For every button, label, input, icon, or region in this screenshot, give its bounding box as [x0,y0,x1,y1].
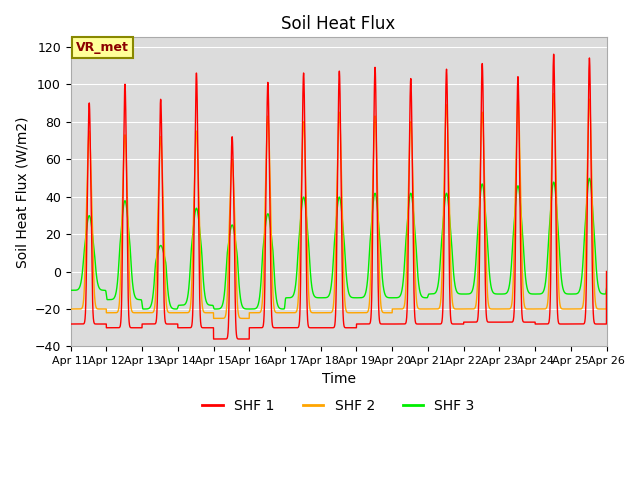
Legend: SHF 1, SHF 2, SHF 3: SHF 1, SHF 2, SHF 3 [197,394,480,419]
Text: VR_met: VR_met [76,41,129,54]
X-axis label: Time: Time [322,372,356,386]
Title: Soil Heat Flux: Soil Heat Flux [282,15,396,33]
Y-axis label: Soil Heat Flux (W/m2): Soil Heat Flux (W/m2) [15,116,29,268]
